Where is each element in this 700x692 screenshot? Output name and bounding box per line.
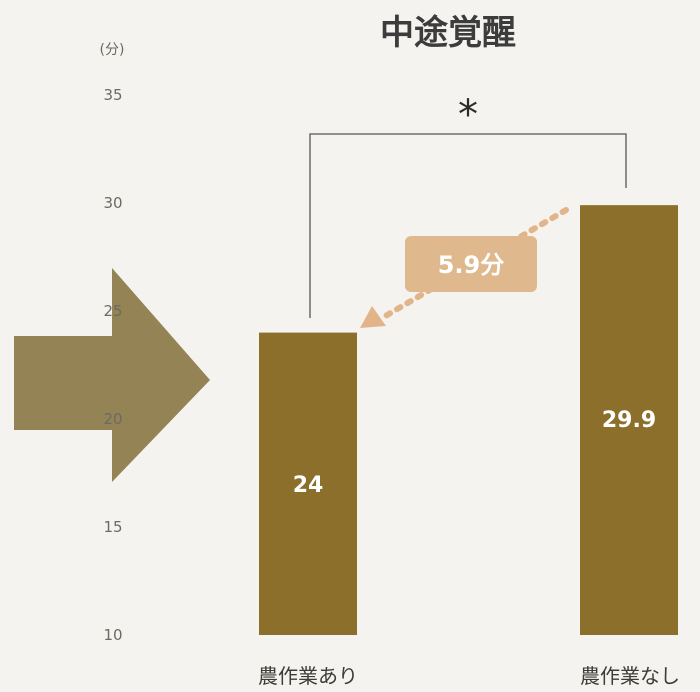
difference-arrowhead-icon [360, 306, 386, 328]
difference-callout-label: 5.9分 [438, 251, 505, 279]
bar-value-label: 29.9 [602, 408, 656, 433]
significance-asterisk: * [458, 92, 478, 138]
chart-title: 中途覚醒 [380, 13, 516, 53]
bars: 24 農作業あり 29.9 農作業なし [258, 205, 680, 688]
bar-2 [580, 205, 678, 635]
y-tick-label: 30 [103, 194, 122, 212]
y-axis-unit-label: (分) [100, 42, 125, 58]
y-tick-label: 25 [103, 302, 122, 320]
y-tick-label: 15 [103, 518, 122, 536]
y-tick-label: 20 [103, 410, 122, 428]
x-category-label: 農作業あり [258, 664, 358, 688]
bar-1 [259, 332, 357, 635]
right-arrow-icon [14, 268, 210, 482]
significance-bracket [309, 133, 627, 318]
y-tick-label: 35 [103, 86, 122, 104]
y-axis-ticks: 10 15 20 25 30 35 [103, 86, 122, 644]
x-category-label: 農作業なし [580, 664, 680, 688]
bar-value-label: 24 [293, 473, 324, 498]
difference-callout-box [405, 236, 537, 292]
y-tick-label: 10 [103, 626, 122, 644]
